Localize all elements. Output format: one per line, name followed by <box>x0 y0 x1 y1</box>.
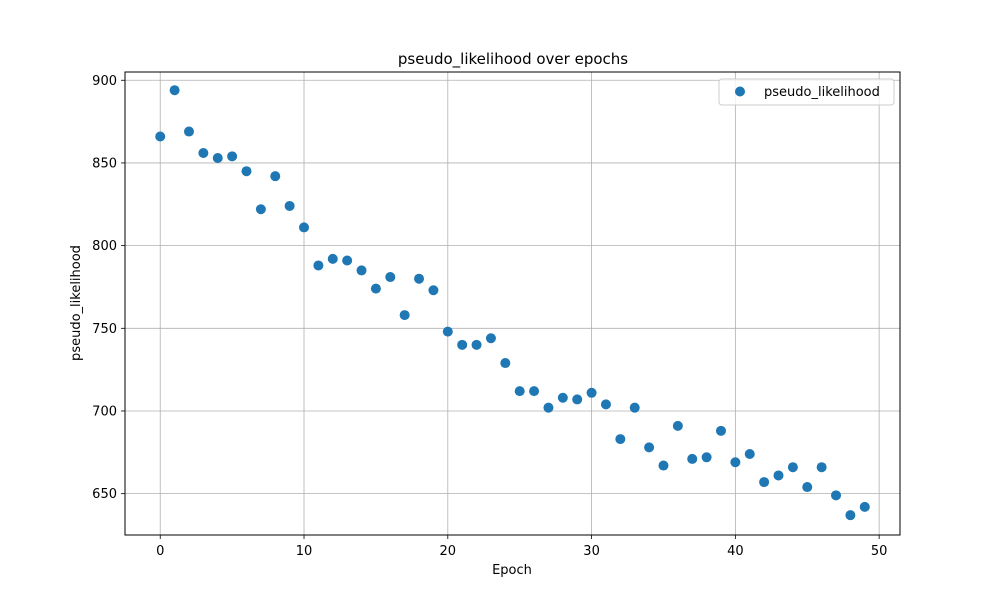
data-point <box>787 462 798 473</box>
data-point <box>831 490 842 501</box>
data-point <box>370 283 381 294</box>
data-point <box>356 265 367 276</box>
y-axis-label: pseudo_likelihood <box>69 245 84 361</box>
data-point <box>816 462 827 473</box>
legend-label: pseudo_likelihood <box>764 85 880 100</box>
data-point <box>414 273 425 284</box>
y-tick-label: 850 <box>92 156 117 171</box>
grid-lines <box>125 72 900 535</box>
data-point <box>514 386 525 397</box>
data-point <box>442 326 453 337</box>
data-point <box>543 402 554 413</box>
data-point <box>658 460 669 471</box>
data-point <box>715 425 726 436</box>
legend: pseudo_likelihood <box>718 78 895 106</box>
x-tick-label: 20 <box>440 544 457 559</box>
data-point <box>428 285 439 296</box>
data-point <box>385 272 396 283</box>
plot-frame <box>124 71 901 536</box>
data-point <box>198 148 209 159</box>
data-point <box>227 151 238 162</box>
chart-title: pseudo_likelihood over epochs <box>398 50 628 69</box>
x-tick-label: 0 <box>156 544 164 559</box>
data-point <box>270 171 281 182</box>
y-tick-label: 900 <box>92 74 117 89</box>
data-points <box>155 85 870 521</box>
legend-box <box>718 78 895 106</box>
data-point <box>859 501 870 512</box>
data-point <box>471 339 482 350</box>
data-point <box>586 387 597 398</box>
data-point <box>759 477 770 488</box>
data-point <box>572 394 583 405</box>
x-tick-label: 50 <box>871 544 888 559</box>
data-point <box>557 392 568 403</box>
data-point <box>600 399 611 410</box>
y-tick-label: 650 <box>92 487 117 502</box>
data-point <box>299 222 310 233</box>
legend-marker <box>735 86 745 97</box>
data-point <box>687 453 698 464</box>
x-tick-label: 30 <box>583 544 600 559</box>
x-tick-label: 40 <box>727 544 744 559</box>
data-point <box>845 510 856 521</box>
y-tick-label: 800 <box>92 239 117 254</box>
data-point <box>457 339 468 350</box>
data-point <box>744 448 755 459</box>
data-point <box>529 386 540 397</box>
data-point <box>399 310 410 321</box>
data-point <box>773 470 784 481</box>
data-point <box>155 131 166 142</box>
data-point <box>183 126 194 137</box>
y-tick-label: 750 <box>92 322 117 337</box>
data-point <box>284 200 295 211</box>
data-point <box>629 402 640 413</box>
data-point <box>802 482 813 493</box>
data-point <box>169 85 180 96</box>
data-point <box>313 260 324 271</box>
y-tick-label: 700 <box>92 404 117 419</box>
data-point <box>327 253 338 264</box>
data-point <box>730 457 741 468</box>
x-axis-ticks: 0 10 20 30 40 50 <box>156 535 887 559</box>
data-point <box>485 333 496 344</box>
x-tick-label: 10 <box>296 544 313 559</box>
x-axis-label: Epoch <box>492 563 532 578</box>
data-point <box>255 204 266 215</box>
data-point <box>644 442 655 453</box>
data-point <box>615 434 626 445</box>
data-point <box>672 420 683 431</box>
data-point <box>500 358 511 369</box>
data-point <box>241 166 252 177</box>
data-point <box>212 152 223 163</box>
data-point <box>701 452 712 463</box>
data-point <box>342 255 353 266</box>
y-axis-ticks: 650 700 750 800 850 900 <box>92 74 125 502</box>
